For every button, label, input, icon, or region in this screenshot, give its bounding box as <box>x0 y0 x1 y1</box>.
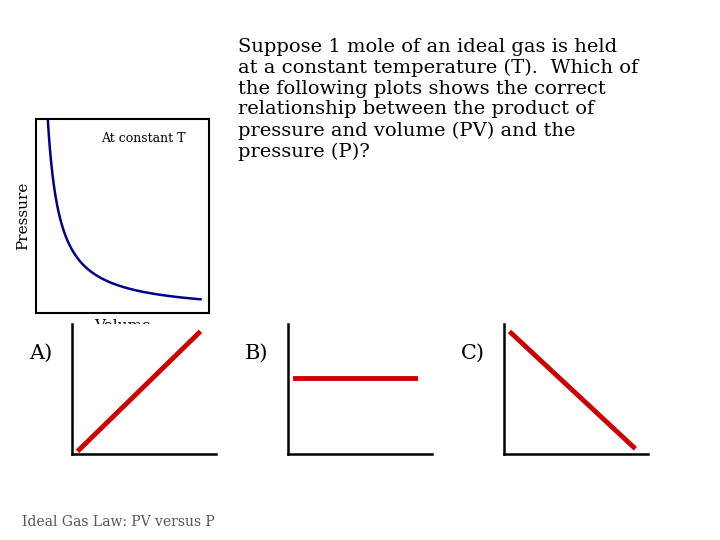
X-axis label: Volume: Volume <box>94 319 150 333</box>
Text: Suppose 1 mole of an ideal gas is held
at a constant temperature (T).  Which of
: Suppose 1 mole of an ideal gas is held a… <box>238 38 638 161</box>
Text: Ideal Gas Law: PV versus P: Ideal Gas Law: PV versus P <box>22 515 215 529</box>
Y-axis label: Pressure: Pressure <box>17 182 30 250</box>
Text: A): A) <box>29 343 52 362</box>
Text: B): B) <box>245 343 269 362</box>
Text: C): C) <box>461 343 485 362</box>
Text: At constant T: At constant T <box>101 132 185 145</box>
